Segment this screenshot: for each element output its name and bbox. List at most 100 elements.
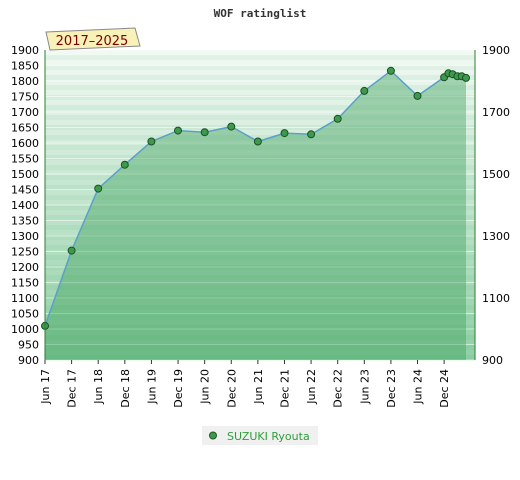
data-point[interactable] xyxy=(462,73,470,82)
bg-band xyxy=(45,180,475,186)
x-axis: Jun 17 Dec 17 Jun 18 Dec 18 Jun 19 Dec 19 Jun … xyxy=(39,360,451,408)
y-tick-left: 1400 xyxy=(11,199,39,212)
bg-band xyxy=(45,330,475,336)
data-point[interactable] xyxy=(253,137,262,146)
bg-band xyxy=(45,345,475,351)
bg-band xyxy=(45,200,475,206)
bg-band xyxy=(45,265,475,271)
y-axis-left: 900 950 1000 1050 1100 1150 1200 1250 1300 1350 14… xyxy=(11,44,46,367)
bg-band xyxy=(45,305,475,311)
bg-band xyxy=(45,155,475,161)
data-point[interactable] xyxy=(333,114,342,123)
y-tick-left: 900 xyxy=(18,354,39,367)
bg-band xyxy=(45,225,475,231)
bg-band xyxy=(45,210,475,216)
y-tick-left: 1450 xyxy=(11,184,39,197)
bg-band xyxy=(45,195,475,201)
bg-band xyxy=(45,150,475,156)
bg-band xyxy=(45,245,475,251)
data-point[interactable] xyxy=(386,66,395,75)
bg-band xyxy=(45,275,475,281)
x-tick-label: Dec 19 xyxy=(172,369,185,408)
y-tick-left: 1900 xyxy=(11,44,39,57)
data-point[interactable] xyxy=(413,91,422,100)
bg-band xyxy=(45,65,475,71)
x-tick-label: Dec 18 xyxy=(119,369,132,408)
x-tick-label: Jun 21 xyxy=(252,369,265,405)
legend[interactable]: SUZUKI Ryouta xyxy=(202,426,318,445)
bg-band xyxy=(45,175,475,181)
bg-band xyxy=(45,335,475,341)
x-tick-label: Jun 18 xyxy=(92,369,105,405)
bg-band xyxy=(45,230,475,236)
y-tick-left: 950 xyxy=(18,339,39,352)
bg-band xyxy=(45,60,475,66)
data-point[interactable] xyxy=(174,126,182,135)
chart-title: WOF ratinglist xyxy=(214,7,307,20)
bg-band xyxy=(45,320,475,326)
data-point[interactable] xyxy=(120,160,129,169)
data-point[interactable] xyxy=(227,122,236,131)
bg-band xyxy=(45,90,475,96)
x-tick-label: Jun 23 xyxy=(358,369,371,405)
bg-band xyxy=(45,50,475,56)
y-tick-left: 1500 xyxy=(11,168,39,181)
bg-band xyxy=(45,80,475,86)
marker-layer xyxy=(41,66,470,330)
bg-band xyxy=(45,285,475,291)
bg-band xyxy=(45,190,475,196)
y-tick-left: 1250 xyxy=(11,246,39,259)
data-point[interactable] xyxy=(307,130,316,139)
bg-band xyxy=(45,100,475,106)
bg-band xyxy=(45,325,475,331)
x-tick-label: Jun 17 xyxy=(39,369,52,405)
bg-band xyxy=(45,165,475,171)
bg-band xyxy=(45,310,475,316)
data-point[interactable] xyxy=(94,184,103,193)
bg-band xyxy=(45,315,475,321)
y-tick-left: 1650 xyxy=(11,122,39,135)
y-tick-right: 1500 xyxy=(482,168,510,181)
legend-label: SUZUKI Ryouta xyxy=(227,430,310,443)
data-point[interactable] xyxy=(147,137,156,146)
x-tick-label: Jun 20 xyxy=(199,369,212,405)
y-tick-left: 1150 xyxy=(11,277,39,290)
bg-band xyxy=(45,270,475,276)
y-tick-left: 1350 xyxy=(11,215,39,228)
x-tick-label: Jun 24 xyxy=(412,369,425,405)
y-tick-left: 1800 xyxy=(11,75,39,88)
bg-band xyxy=(45,95,475,101)
x-tick-label: Dec 24 xyxy=(438,369,451,408)
y-tick-right: 900 xyxy=(482,354,503,367)
bg-band xyxy=(45,170,475,176)
y-tick-left: 1000 xyxy=(11,323,39,336)
bg-band xyxy=(45,340,475,346)
y-tick-left: 1600 xyxy=(11,137,39,150)
bg-band xyxy=(45,300,475,306)
data-point[interactable] xyxy=(200,128,209,137)
data-point[interactable] xyxy=(67,246,76,255)
bg-band xyxy=(45,350,475,356)
y-tick-right: 1700 xyxy=(482,106,510,119)
bg-band xyxy=(45,235,475,241)
y-tick-left: 1300 xyxy=(11,230,39,243)
bg-band xyxy=(45,355,475,361)
bg-band xyxy=(45,75,475,81)
data-point[interactable] xyxy=(360,86,369,95)
bg-band xyxy=(45,135,475,141)
legend-box xyxy=(202,426,318,445)
x-tick-label: Dec 23 xyxy=(385,369,398,408)
x-tick-label: Jun 22 xyxy=(305,369,318,405)
bg-band xyxy=(45,250,475,256)
bg-band xyxy=(45,220,475,226)
data-point[interactable] xyxy=(280,129,289,138)
y-tick-left: 1100 xyxy=(11,292,39,305)
bg-band xyxy=(45,185,475,191)
y-tick-left: 1750 xyxy=(11,91,39,104)
bg-band xyxy=(45,105,475,111)
bg-band xyxy=(45,145,475,151)
bg-band xyxy=(45,255,475,261)
y-axis-right: 900 1100 1300 1500 1700 1900 xyxy=(474,44,510,367)
period-label: 2017–2025 xyxy=(56,34,129,49)
